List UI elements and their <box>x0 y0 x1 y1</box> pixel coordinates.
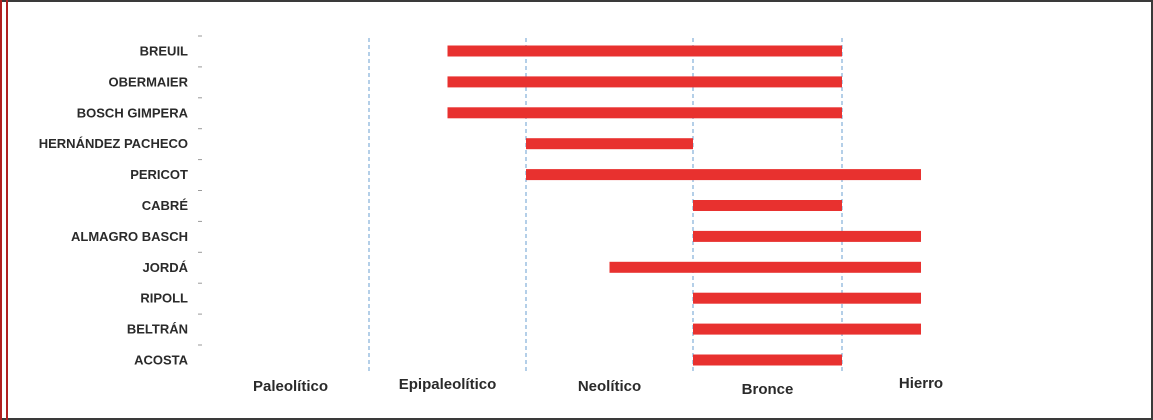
period-label: Epipaleolítico <box>399 376 497 393</box>
period-label: Paleolítico <box>253 378 328 395</box>
range-bar <box>447 107 842 119</box>
range-bar <box>693 323 921 335</box>
range-bar <box>526 138 693 150</box>
row-label: CABRÉ <box>142 198 189 213</box>
row-label: BREUIL <box>140 44 188 59</box>
row-label: PERICOT <box>130 167 188 182</box>
period-label: Hierro <box>899 375 943 392</box>
range-bar <box>447 76 842 88</box>
frame-left-rule-inner <box>6 0 8 420</box>
range-bar <box>693 354 842 366</box>
frame-left-rule <box>0 0 2 420</box>
row-label: ALMAGRO BASCH <box>71 229 188 244</box>
row-label: JORDÁ <box>142 260 188 275</box>
row-label: BELTRÁN <box>127 322 188 337</box>
range-bar <box>693 292 921 304</box>
period-label: Neolítico <box>578 378 641 395</box>
range-bar <box>693 200 842 211</box>
row-label: HERNÁNDEZ PACHECO <box>39 136 188 151</box>
range-bar <box>609 261 921 273</box>
row-label: ACOSTA <box>134 353 189 368</box>
range-bar <box>693 230 921 242</box>
range-bar <box>447 45 842 57</box>
row-label: OBERMAIER <box>109 74 189 89</box>
period-label: Bronce <box>742 381 794 398</box>
range-bar <box>526 169 921 181</box>
row-label: BOSCH GIMPERA <box>77 105 189 120</box>
row-label: RIPOLL <box>140 291 188 306</box>
